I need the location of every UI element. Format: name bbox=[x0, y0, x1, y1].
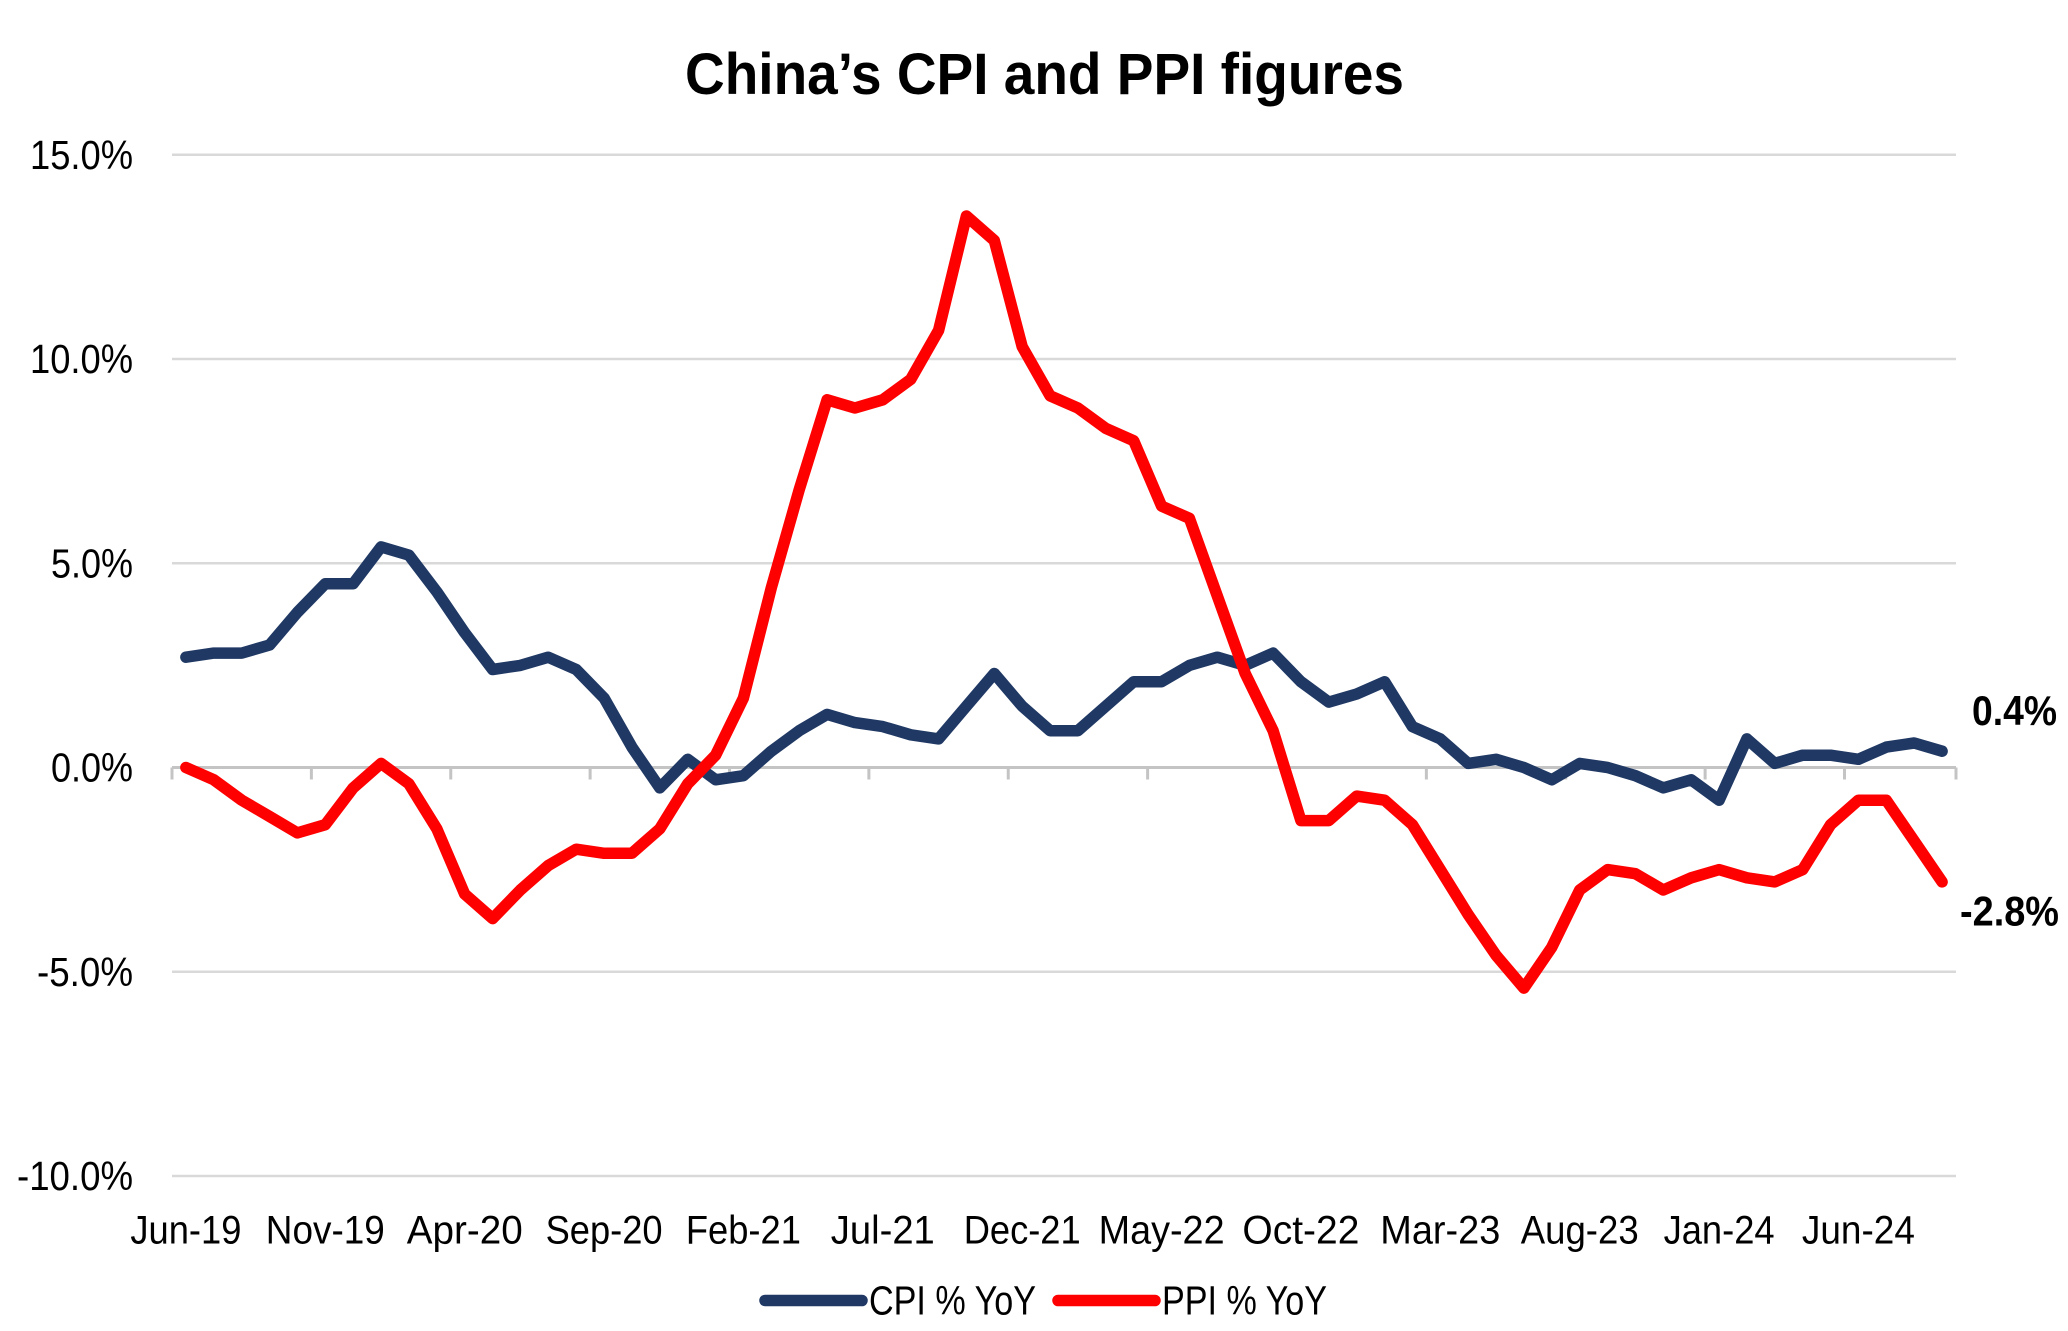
svg-text:Jan-24: Jan-24 bbox=[1664, 1209, 1775, 1253]
svg-text:Mar-23: Mar-23 bbox=[1380, 1209, 1500, 1253]
svg-text:Oct-22: Oct-22 bbox=[1242, 1209, 1359, 1253]
svg-text:5.0%: 5.0% bbox=[51, 541, 133, 587]
svg-text:15.0%: 15.0% bbox=[30, 132, 133, 178]
svg-text:May-22: May-22 bbox=[1099, 1209, 1225, 1253]
svg-text:Jun-24: Jun-24 bbox=[1802, 1209, 1915, 1253]
svg-text:CPI % YoY: CPI % YoY bbox=[869, 1278, 1036, 1324]
svg-text:-5.0%: -5.0% bbox=[37, 949, 133, 995]
svg-text:Aug-23: Aug-23 bbox=[1521, 1209, 1639, 1253]
svg-text:Feb-21: Feb-21 bbox=[686, 1209, 801, 1253]
svg-text:Jul-21: Jul-21 bbox=[831, 1209, 935, 1253]
svg-text:PPI % YoY: PPI % YoY bbox=[1162, 1278, 1327, 1324]
svg-text:-2.8%: -2.8% bbox=[1960, 888, 2059, 935]
svg-text:Apr-20: Apr-20 bbox=[407, 1209, 523, 1253]
svg-text:Sep-20: Sep-20 bbox=[546, 1209, 663, 1253]
svg-text:Jun-19: Jun-19 bbox=[130, 1209, 241, 1253]
svg-text:0.0%: 0.0% bbox=[51, 745, 133, 791]
svg-text:0.4%: 0.4% bbox=[1972, 687, 2057, 734]
svg-text:10.0%: 10.0% bbox=[30, 336, 133, 382]
svg-text:Nov-19: Nov-19 bbox=[266, 1209, 385, 1253]
svg-text:-10.0%: -10.0% bbox=[17, 1153, 133, 1199]
svg-text:China’s CPI and PPI figures: China’s CPI and PPI figures bbox=[685, 42, 1404, 107]
svg-text:Dec-21: Dec-21 bbox=[964, 1209, 1081, 1253]
